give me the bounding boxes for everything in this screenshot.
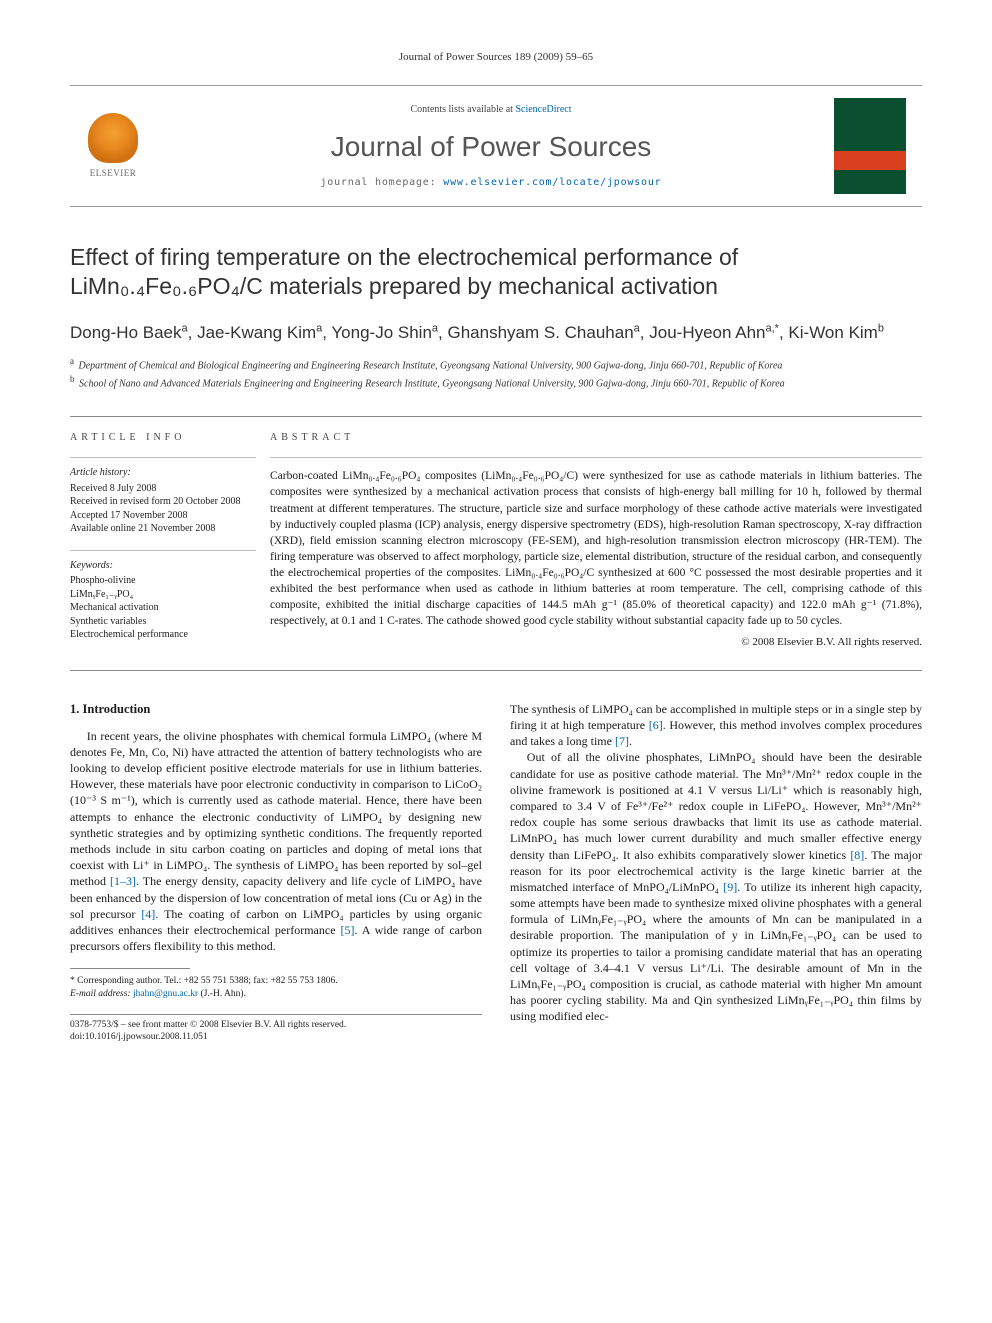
imprint-rule (70, 1014, 482, 1015)
abstract-head: abstract (270, 431, 922, 445)
abstract-text: Carbon-coated LiMn₀.₄Fe₀.₆PO₄ composites… (270, 468, 922, 629)
running-head: Journal of Power Sources 189 (2009) 59–6… (70, 50, 922, 65)
article-info-panel: article info Article history: Received 8… (70, 417, 270, 670)
abstract-copyright: © 2008 Elsevier B.V. All rights reserved… (270, 635, 922, 650)
history-label: Article history: (70, 466, 256, 480)
article-history: Article history: Received 8 July 2008Rec… (70, 466, 256, 536)
imprint-line1: 0378-7753/$ – see front matter © 2008 El… (70, 1019, 482, 1031)
homepage-line: journal homepage: www.elsevier.com/locat… (148, 176, 834, 190)
corresponding-author-note: * Corresponding author. Tel.: +82 55 751… (70, 975, 482, 987)
elsevier-tree-icon (88, 113, 138, 163)
sciencedirect-link[interactable]: ScienceDirect (515, 104, 571, 115)
keyword: Synthetic variables (70, 615, 256, 629)
imprint: 0378-7753/$ – see front matter © 2008 El… (70, 1019, 482, 1044)
journal-cover-thumb (834, 98, 906, 194)
keywords-label: Keywords: (70, 559, 256, 573)
history-line: Received 8 July 2008 (70, 482, 256, 496)
body-columns: 1. Introduction In recent years, the oli… (70, 701, 922, 1044)
article-title: Effect of firing temperature on the elec… (70, 243, 922, 301)
email-label: E-mail address: (70, 989, 133, 999)
affiliation-line: b School of Nano and Advanced Materials … (70, 373, 922, 391)
keywords-block: Keywords: Phospho-olivineLiMnᵧFe₁₋ᵧPO₄Me… (70, 559, 256, 642)
column-right: The synthesis of LiMPO₄ can be accomplis… (510, 701, 922, 1044)
contents-line: Contents lists available at ScienceDirec… (148, 103, 834, 117)
column-left: 1. Introduction In recent years, the oli… (70, 701, 482, 1044)
affiliation-line: a Department of Chemical and Biological … (70, 355, 922, 373)
homepage-prefix: journal homepage: (320, 177, 443, 188)
ref-link-9[interactable]: [9] (723, 880, 737, 894)
section-1-head: 1. Introduction (70, 701, 482, 718)
publisher-logo: ELSEVIER (78, 113, 148, 180)
ref-link-8[interactable]: [8] (850, 848, 864, 862)
ref-link-7[interactable]: [7] (615, 734, 629, 748)
article-info-head: article info (70, 431, 256, 445)
keyword: LiMnᵧFe₁₋ᵧPO₄ (70, 588, 256, 602)
intro-paragraph-2: Out of all the olivine phosphates, LiMnP… (510, 749, 922, 1024)
history-line: Accepted 17 November 2008 (70, 509, 256, 523)
email-link[interactable]: jhahn@gnu.ac.kr (133, 989, 198, 999)
affiliations: a Department of Chemical and Biological … (70, 355, 922, 391)
publisher-name: ELSEVIER (90, 167, 137, 180)
imprint-doi: doi:10.1016/j.jpowsour.2008.11.051 (70, 1031, 482, 1043)
abstract-panel: abstract Carbon-coated LiMn₀.₄Fe₀.₆PO₄ c… (270, 417, 922, 670)
keyword: Mechanical activation (70, 601, 256, 615)
homepage-link[interactable]: www.elsevier.com/locate/jpowsour (443, 177, 661, 188)
footnote-rule (70, 968, 190, 969)
ref-link-5[interactable]: [5] (340, 923, 354, 937)
ref-link-6[interactable]: [6] (649, 718, 663, 732)
ref-link-1-3[interactable]: [1–3] (110, 874, 136, 888)
intro-paragraph-1-cont: The synthesis of LiMPO₄ can be accomplis… (510, 701, 922, 750)
history-line: Available online 21 November 2008 (70, 522, 256, 536)
journal-name: Journal of Power Sources (148, 127, 834, 166)
ref-link-4[interactable]: [4] (141, 907, 155, 921)
keyword: Phospho-olivine (70, 574, 256, 588)
keyword: Electrochemical performance (70, 628, 256, 642)
intro-paragraph-1: In recent years, the olivine phosphates … (70, 728, 482, 955)
history-line: Received in revised form 20 October 2008 (70, 495, 256, 509)
journal-masthead: ELSEVIER Contents lists available at Sci… (70, 85, 922, 207)
author-list: Dong-Ho Baeka, Jae-Kwang Kima, Yong-Jo S… (70, 321, 922, 345)
footnotes: * Corresponding author. Tel.: +82 55 751… (70, 975, 482, 1000)
contents-prefix: Contents lists available at (410, 104, 515, 115)
email-attribution: (J.-H. Ahn). (198, 989, 246, 999)
